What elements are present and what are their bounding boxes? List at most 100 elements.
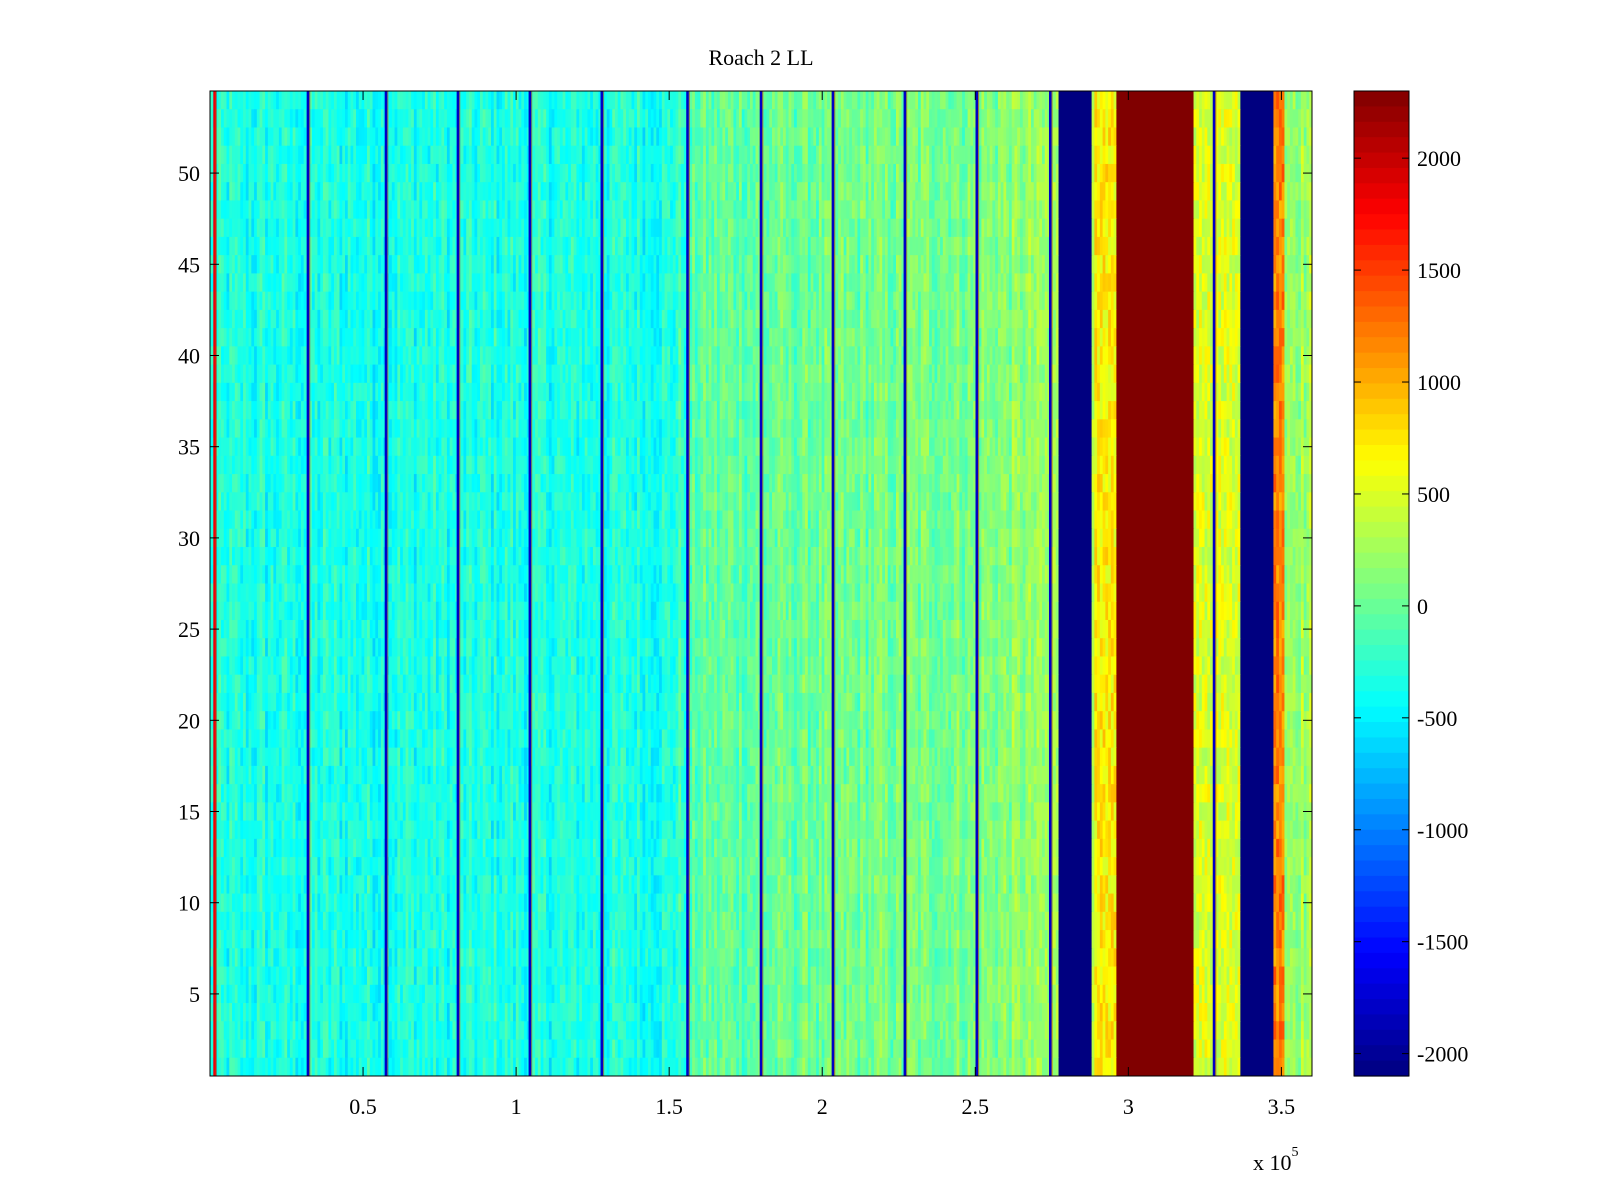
heatmap-cell [441, 145, 445, 165]
heatmap-cell [226, 109, 230, 129]
heatmap-cell [890, 91, 894, 110]
heatmap-cell [626, 145, 630, 165]
heatmap-cell [1030, 109, 1035, 129]
heatmap-cell [1099, 127, 1104, 147]
heatmap-cell [513, 109, 517, 129]
heatmap-cell [474, 127, 478, 147]
heatmap-cell [369, 91, 374, 110]
heatmap-cell [901, 91, 905, 110]
heatmap-cell [521, 91, 525, 110]
heatmap-cell [482, 91, 487, 110]
heatmap-cell [862, 91, 867, 110]
heatmap-cell [1287, 109, 1291, 129]
heatmap-cell [251, 145, 255, 165]
heatmap-cell [1053, 91, 1057, 110]
heatmap-cell [1069, 91, 1073, 110]
heatmap-cell [1256, 91, 1261, 110]
heatmap-cell [1237, 109, 1241, 129]
heatmap-cell [507, 91, 511, 110]
heatmap-cell [1265, 145, 1269, 165]
heatmap-cell [435, 91, 440, 110]
heatmap-cell [309, 127, 313, 147]
heatmap-cell [1278, 91, 1283, 110]
heatmap-cell [262, 109, 266, 129]
heatmap-cell [1110, 91, 1115, 110]
heatmap-cell [650, 109, 655, 129]
heatmap-cell [438, 109, 443, 129]
heatmap-cell [339, 145, 343, 165]
heatmap-cell [1284, 145, 1288, 165]
heatmap-cell [1303, 127, 1308, 147]
heatmap-cell [419, 109, 423, 129]
heatmap-cell [339, 109, 343, 129]
heatmap-cell [951, 91, 955, 110]
heatmap-cell [243, 145, 247, 165]
heatmap-cell [738, 91, 743, 110]
heatmap-cell [499, 145, 503, 165]
heatmap-cell [1284, 109, 1288, 129]
heatmap-cell [540, 109, 544, 129]
heatmap-cell [907, 127, 911, 147]
heatmap-cell [331, 91, 335, 110]
heatmap-cell [1237, 127, 1241, 147]
heatmap-cell [1245, 109, 1250, 129]
heatmap-cell [521, 109, 525, 129]
heatmap-cell [733, 109, 737, 129]
heatmap-cell [901, 127, 905, 147]
heatmap-cell [631, 127, 635, 147]
heatmap-cell [281, 109, 285, 129]
heatmap-cell [364, 127, 368, 147]
heatmap-cell [799, 145, 803, 165]
heatmap-cell [907, 145, 911, 165]
heatmap-cell [289, 91, 294, 110]
heatmap-cell [909, 109, 914, 129]
heatmap-cell [796, 127, 801, 147]
heatmap-cell [603, 127, 608, 147]
heatmap-cell [970, 91, 974, 110]
heatmap-cell [755, 127, 759, 147]
heatmap-cell [973, 145, 977, 165]
heatmap-cell [380, 127, 385, 147]
heatmap-cell [300, 109, 305, 129]
heatmap-cell [524, 145, 528, 165]
heatmap-cell [1102, 109, 1106, 129]
heatmap-cell [1138, 127, 1142, 147]
heatmap-cell [659, 91, 663, 110]
heatmap-cell [1058, 109, 1062, 129]
heatmap-cell [1006, 109, 1010, 129]
heatmap-cell [1086, 145, 1090, 165]
heatmap-cell [849, 109, 853, 129]
heatmap-cell [714, 127, 718, 147]
heatmap-cell [232, 145, 236, 165]
heatmap-cell [964, 127, 969, 147]
heatmap-cell [449, 145, 454, 165]
heatmap-cell [1309, 127, 1312, 147]
heatmap-cell [592, 145, 597, 165]
heatmap-cell [413, 127, 418, 147]
heatmap-cell [389, 145, 393, 165]
heatmap-cell [1289, 145, 1294, 165]
heatmap-cell [1306, 127, 1310, 147]
heatmap-cell [1130, 109, 1134, 129]
heatmap-cell [568, 127, 572, 147]
heatmap-cell [953, 145, 958, 165]
heatmap-cell [675, 145, 679, 165]
heatmap-cell [309, 109, 313, 129]
heatmap-cell [1287, 145, 1291, 165]
heatmap-cell [579, 109, 583, 129]
heatmap-cell [1199, 91, 1203, 110]
heatmap-cell [493, 145, 498, 165]
heatmap-cell [499, 91, 503, 110]
heatmap-cell [703, 109, 707, 129]
heatmap-cell [485, 91, 489, 110]
heatmap-cell [626, 109, 630, 129]
heatmap-cell [689, 91, 693, 110]
heatmap-cell [345, 91, 349, 110]
heatmap-cell [499, 127, 503, 147]
heatmap-cell [937, 127, 941, 147]
heatmap-cell [254, 91, 258, 110]
heatmap-cell [234, 127, 239, 147]
heatmap-cell [1014, 109, 1018, 129]
heatmap-cell [818, 145, 823, 165]
heatmap-cell [358, 91, 363, 110]
